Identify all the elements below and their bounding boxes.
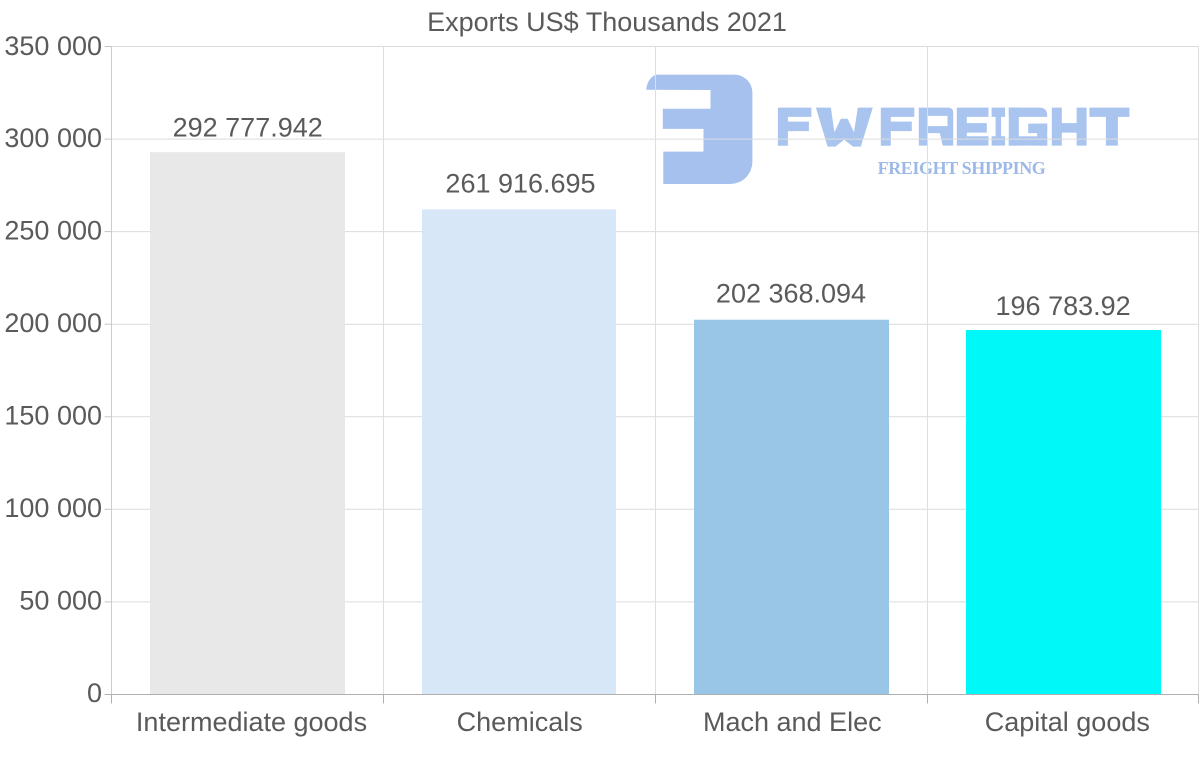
- svg-text:0: 0: [87, 678, 102, 708]
- svg-text:300 000: 300 000: [4, 123, 102, 153]
- svg-text:100 000: 100 000: [4, 493, 102, 523]
- svg-text:Mach and Elec: Mach and Elec: [703, 707, 882, 737]
- svg-text:250 000: 250 000: [4, 215, 102, 245]
- svg-text:261 916.695: 261 916.695: [445, 169, 595, 199]
- svg-text:150 000: 150 000: [4, 401, 102, 431]
- svg-text:200 000: 200 000: [4, 308, 102, 338]
- svg-text:FREIGHT SHIPPING: FREIGHT SHIPPING: [878, 158, 1046, 178]
- svg-text:Intermediate goods: Intermediate goods: [136, 707, 367, 737]
- svg-text:196 783.92: 196 783.92: [996, 291, 1131, 321]
- svg-text:Capital goods: Capital goods: [985, 707, 1150, 737]
- svg-text:50 000: 50 000: [19, 586, 102, 616]
- svg-text:202 368.094: 202 368.094: [716, 279, 866, 309]
- svg-text:292 777.942: 292 777.942: [173, 112, 323, 142]
- svg-text:Chemicals: Chemicals: [457, 707, 583, 737]
- svg-text:Exports US$ Thousands 2021: Exports US$ Thousands 2021: [427, 7, 787, 37]
- svg-text:350 000: 350 000: [4, 31, 102, 61]
